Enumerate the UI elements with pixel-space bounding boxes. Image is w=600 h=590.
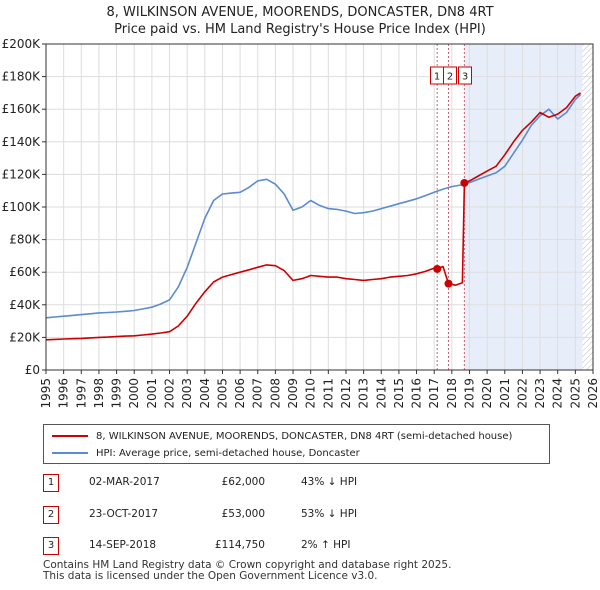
sale-point — [433, 264, 442, 273]
transaction-hpi: 53% ↓ HPI — [301, 508, 358, 520]
event-label: 3 — [462, 72, 468, 83]
transaction-row: 2 23-OCT-2017 £53,000 53% ↓ HPI — [43, 506, 563, 524]
x-tick-label: 1995 — [39, 378, 53, 409]
transaction-date: 23-OCT-2017 — [89, 508, 158, 520]
legend-swatch-hpi — [52, 452, 88, 454]
series-lines — [45, 92, 582, 341]
y-tick-label: £0 — [25, 363, 40, 377]
sale-points — [433, 178, 469, 288]
x-tick-label: 2006 — [233, 378, 247, 409]
y-tick-label: £200K — [2, 37, 42, 51]
x-tick-label: 1999 — [110, 378, 124, 409]
x-tick-label: 2015 — [392, 378, 406, 409]
y-tick-label: £40K — [9, 298, 41, 312]
footer-line-copyright: Contains HM Land Registry data © Crown c… — [43, 559, 452, 571]
legend: 8, WILKINSON AVENUE, MOORENDS, DONCASTER… — [43, 424, 550, 464]
chart-title: 8, WILKINSON AVENUE, MOORENDS, DONCASTER… — [106, 5, 494, 20]
event-label-box — [458, 66, 472, 85]
y-tick-label: £60K — [9, 265, 41, 279]
y-axis-ticks: £0 £20K £40K £60K £80K £100K £120K £140K £160K £1… — [2, 37, 46, 377]
x-tick-label: 2004 — [198, 378, 212, 409]
transaction-price: £53,000 — [221, 508, 265, 520]
x-tick-label: 2025 — [568, 378, 582, 409]
y-tick-label: £80K — [9, 233, 41, 247]
x-tick-label: 2003 — [180, 378, 194, 409]
x-tick-label: 2005 — [215, 378, 229, 409]
y-tick-label: £140K — [2, 135, 42, 149]
chart-subtitle: Price paid vs. HM Land Registry's House … — [114, 22, 486, 37]
transaction-row: 3 14-SEP-2018 £114,750 2% ↑ HPI — [43, 537, 563, 555]
legend-item-property: 8, WILKINSON AVENUE, MOORENDS, DONCASTER… — [52, 429, 512, 443]
y-tick-label: £180K — [2, 70, 42, 84]
transaction-badge: 1 — [43, 474, 59, 492]
sale-point — [460, 178, 469, 187]
event-label-box — [443, 66, 457, 85]
x-tick-label: 2010 — [304, 378, 318, 409]
x-tick-label: 2024 — [551, 378, 565, 409]
plot-frame — [45, 43, 594, 371]
transaction-price: £114,750 — [214, 539, 265, 551]
footer: Contains HM Land Registry data © Crown c… — [43, 560, 451, 582]
x-tick-label: 1997 — [74, 378, 88, 409]
legend-label-hpi: HPI: Average price, semi-detached house,… — [96, 447, 360, 459]
x-tick-label: 2009 — [286, 378, 300, 409]
x-tick-label: 1998 — [92, 378, 106, 409]
event-label: 1 — [434, 72, 440, 83]
footer-line-licence: This data is licensed under the Open Gov… — [43, 570, 378, 582]
x-tick-label: 2018 — [445, 378, 459, 409]
x-tick-label: 2011 — [321, 378, 335, 409]
legend-label-property: 8, WILKINSON AVENUE, MOORENDS, DONCASTER… — [96, 430, 513, 442]
sale-point — [444, 279, 453, 288]
transaction-date: 14-SEP-2018 — [89, 539, 157, 551]
x-tick-label: 2023 — [533, 378, 547, 409]
x-tick-label: 2000 — [127, 378, 141, 409]
y-tick-label: £160K — [2, 102, 42, 116]
transaction-date: 02-MAR-2017 — [89, 476, 160, 488]
x-tick-label: 2016 — [410, 378, 424, 409]
x-tick-label: 2014 — [374, 378, 388, 409]
transaction-badge: 2 — [43, 506, 59, 524]
x-tick-label: 2001 — [145, 378, 159, 409]
x-tick-label: 2013 — [357, 378, 371, 409]
x-tick-label: 1996 — [57, 378, 71, 409]
transaction-hpi: 43% ↓ HPI — [301, 476, 358, 488]
y-tick-label: £100K — [2, 200, 42, 214]
hpi-series-line — [45, 93, 582, 319]
x-tick-label: 2021 — [498, 378, 512, 409]
x-tick-label: 2012 — [339, 378, 353, 409]
transaction-row: 1 02-MAR-2017 £62,000 43% ↓ HPI — [43, 474, 563, 492]
property-series-line — [45, 92, 582, 341]
x-tick-label: 2026 — [586, 378, 600, 409]
legend-item-hpi: HPI: Average price, semi-detached house,… — [52, 446, 360, 460]
x-tick-label: 2008 — [268, 378, 282, 409]
x-tick-label: 2002 — [163, 378, 177, 409]
transaction-badge: 3 — [43, 537, 59, 555]
legend-swatch-property — [52, 435, 88, 437]
x-tick-label: 2017 — [427, 378, 441, 409]
x-tick-label: 2022 — [515, 378, 529, 409]
x-tick-label: 2020 — [480, 378, 494, 409]
y-tick-label: £20K — [9, 330, 41, 344]
y-tick-label: £120K — [2, 167, 42, 181]
x-tick-label: 2007 — [251, 378, 265, 409]
x-tick-label: 2019 — [462, 378, 476, 409]
transaction-hpi: 2% ↑ HPI — [301, 539, 351, 551]
event-label: 2 — [447, 72, 453, 83]
transaction-price: £62,000 — [221, 476, 265, 488]
x-axis-ticks: 1995 1996 1997 1998 1999 2000 2001 2002 2003 2004… — [39, 370, 600, 409]
